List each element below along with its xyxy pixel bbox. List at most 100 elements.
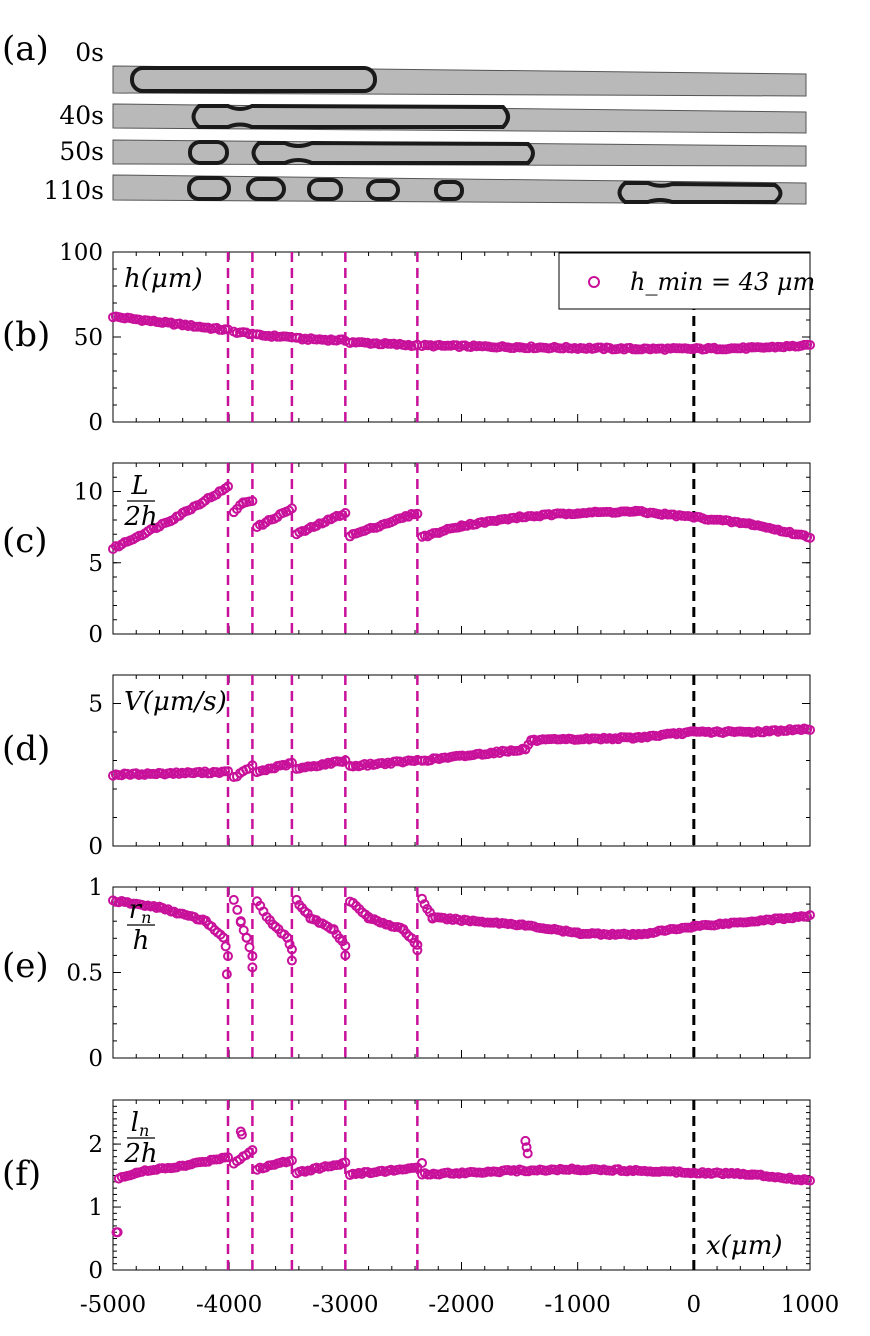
time-label-50s: 50s bbox=[59, 137, 104, 166]
panel-a-timelapse: (a) 0s 40s 50s 110s bbox=[2, 29, 807, 205]
droplet bbox=[307, 178, 343, 201]
tube-strip-0s bbox=[112, 65, 807, 97]
y-tick-label: 50 bbox=[74, 325, 103, 351]
y-tick-label: 5 bbox=[88, 692, 103, 718]
y-tick-label: 1 bbox=[88, 875, 103, 901]
panel-letter: (b) bbox=[2, 315, 50, 355]
y-axis-label-denominator: 2h bbox=[123, 502, 157, 532]
x-axis-label: x(μm) bbox=[706, 1231, 783, 1261]
x-tick-label: -2000 bbox=[428, 1292, 494, 1318]
data-point bbox=[223, 766, 234, 777]
droplet bbox=[246, 177, 286, 201]
data-point bbox=[805, 532, 815, 543]
data-point bbox=[286, 503, 297, 514]
y-tick-label: 0 bbox=[88, 410, 103, 436]
droplet bbox=[434, 180, 464, 201]
y-tick-label: 10 bbox=[74, 480, 103, 506]
data-point bbox=[220, 941, 231, 952]
x-tick-label: -1000 bbox=[545, 1292, 611, 1318]
legend-box bbox=[558, 252, 811, 310]
droplet bbox=[187, 176, 231, 201]
data-point bbox=[286, 1155, 297, 1166]
y-tick-label: 1 bbox=[88, 1195, 103, 1221]
time-label-40s: 40s bbox=[59, 101, 104, 130]
droplet bbox=[366, 179, 400, 201]
data-point bbox=[247, 951, 258, 962]
data-point bbox=[284, 939, 295, 950]
legend-label: h_min = 43 μm bbox=[630, 268, 815, 296]
data-point-outlier bbox=[247, 962, 258, 973]
y-axis-label-denominator: h bbox=[133, 926, 150, 956]
panel-letter: (d) bbox=[2, 729, 50, 769]
y-axis-label-subscript: n bbox=[139, 1121, 149, 1140]
data-point-outlier bbox=[412, 945, 423, 956]
y-axis-label-denominator: 2h bbox=[123, 1139, 157, 1169]
chart-panel-c: (c) 0 5 10 L2h bbox=[2, 462, 815, 648]
y-tick-label: 2 bbox=[88, 1132, 103, 1158]
data-point bbox=[412, 508, 423, 519]
droplet bbox=[188, 140, 229, 165]
droplet bbox=[617, 181, 783, 204]
data-point-outlier bbox=[417, 1157, 428, 1168]
data-point bbox=[291, 894, 302, 905]
y-tick-label: 100 bbox=[59, 240, 103, 266]
data-point bbox=[247, 1145, 258, 1156]
legend: h_min = 43 μm bbox=[558, 252, 815, 310]
data-point-outlier bbox=[522, 1148, 533, 1159]
data-point-outlier bbox=[521, 1142, 532, 1153]
chart-panel-d: (d) 0 5 V(μm/s) bbox=[2, 674, 815, 860]
x-tick-label: 0 bbox=[687, 1292, 702, 1318]
data-point bbox=[247, 760, 258, 771]
droplet bbox=[251, 140, 535, 165]
data-point bbox=[340, 508, 351, 519]
panel-letter: (f) bbox=[2, 1154, 41, 1194]
plot-frame bbox=[112, 886, 811, 1059]
data-point bbox=[805, 724, 815, 735]
y-tick-label: 0 bbox=[88, 1258, 103, 1284]
data-point bbox=[286, 757, 297, 768]
panel-a-letter: (a) bbox=[2, 29, 49, 69]
data-point bbox=[228, 894, 239, 905]
legend-marker bbox=[588, 276, 600, 288]
y-axis-label-numerator: L bbox=[130, 471, 148, 501]
tube-strip-50s bbox=[112, 139, 807, 167]
time-label-0s: 0s bbox=[75, 38, 104, 67]
y-tick-label: 0 bbox=[88, 622, 103, 648]
x-tick-label: -3000 bbox=[312, 1292, 378, 1318]
droplet bbox=[130, 66, 377, 93]
y-axis-label-subscript: n bbox=[141, 908, 151, 927]
data-point bbox=[412, 939, 423, 950]
data-point-outlier bbox=[236, 1129, 247, 1140]
panel-letter: (e) bbox=[2, 946, 49, 986]
data-point bbox=[223, 951, 234, 962]
x-tick-label: -4000 bbox=[196, 1292, 262, 1318]
chart-panel-b: (b) 0 50 100 h(μm) h_min = 43 μm bbox=[2, 240, 815, 436]
data-point bbox=[805, 1175, 815, 1186]
x-tick-label: 1000 bbox=[781, 1292, 840, 1318]
time-label-110s: 110s bbox=[43, 176, 104, 205]
y-axis-label: h(μm) bbox=[124, 264, 203, 294]
y-tick-label: 0 bbox=[88, 1046, 103, 1072]
panel-letter: (c) bbox=[2, 521, 48, 561]
data-point bbox=[241, 932, 252, 943]
chart-panel-e: (e) 0 0.5 1 rnh bbox=[2, 875, 815, 1072]
data-point bbox=[417, 893, 428, 904]
data-point bbox=[218, 932, 229, 943]
droplet bbox=[191, 103, 510, 129]
y-tick-label: 0.5 bbox=[66, 961, 103, 987]
data-point bbox=[805, 910, 815, 921]
data-point bbox=[805, 340, 815, 351]
data-point bbox=[232, 904, 243, 915]
x-tick-label: -5000 bbox=[80, 1292, 146, 1318]
y-tick-label: 0 bbox=[88, 834, 103, 860]
data-point bbox=[419, 899, 430, 910]
y-axis-label-numerator: rn bbox=[129, 895, 152, 927]
data-point bbox=[223, 324, 234, 335]
data-point bbox=[286, 944, 297, 955]
data-point-outlier bbox=[112, 1227, 123, 1238]
data-point bbox=[247, 495, 258, 506]
data-point bbox=[223, 1152, 234, 1163]
